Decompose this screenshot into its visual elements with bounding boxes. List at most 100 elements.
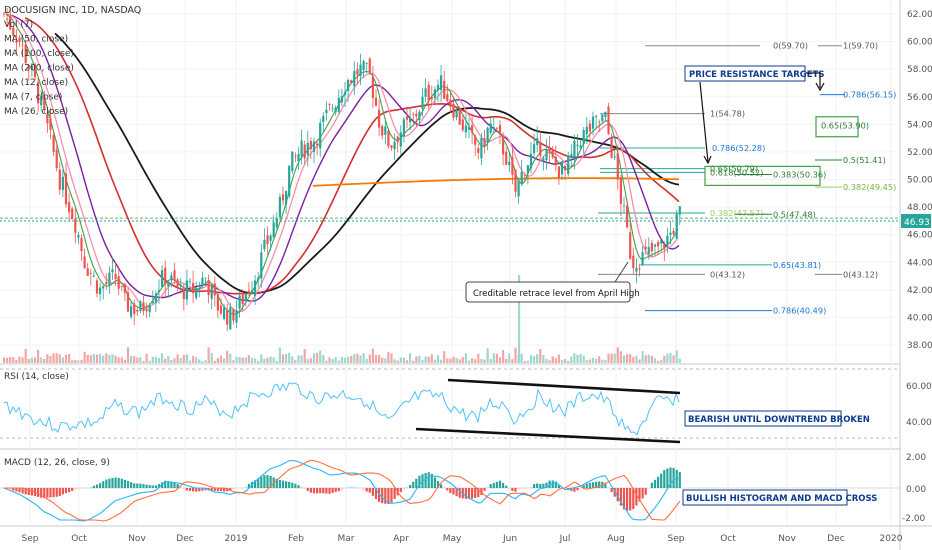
- candle-body: [647, 247, 650, 255]
- macd-histogram-bar: [148, 485, 151, 488]
- macd-histogram-bar: [46, 488, 49, 498]
- volume-bar: [536, 354, 539, 363]
- macd-histogram-bar: [52, 488, 55, 498]
- volume-bar: [133, 356, 136, 363]
- macd-histogram-bar: [126, 481, 130, 488]
- fib-label: 0.5(47.48): [773, 209, 816, 219]
- candle-body: [46, 113, 49, 124]
- candle-body: [250, 290, 254, 294]
- macd-histogram-bar: [136, 483, 139, 488]
- candle-body: [37, 82, 40, 104]
- candle-body: [55, 149, 58, 169]
- candle-body: [157, 290, 161, 293]
- volume-bar: [511, 359, 514, 363]
- candle-body: [80, 238, 83, 251]
- candle-body: [27, 64, 30, 70]
- volume-bar: [502, 350, 505, 363]
- candle-body: [204, 277, 207, 279]
- macd-note[interactable]: BULLISH HISTOGRAM AND MACD CROSS: [682, 489, 877, 506]
- macd-histogram-bar: [381, 488, 384, 504]
- macd-histogram-bar: [579, 488, 582, 489]
- candle-body: [244, 293, 247, 301]
- volume-bar: [195, 357, 198, 363]
- price-tick: 52.00: [907, 148, 932, 158]
- candle-body: [99, 287, 102, 295]
- volume-bar: [526, 360, 529, 363]
- volume-bar: [139, 357, 142, 363]
- volume-bar: [226, 350, 229, 363]
- volume-bar: [164, 358, 167, 363]
- macd-histogram-bar: [440, 484, 443, 488]
- price-axis[interactable]: 62.00 60.00 58.00 56.00 54.00 52.00 50.00 48.00…: [907, 10, 932, 351]
- macd-histogram-bar: [95, 484, 99, 488]
- retrace-callout[interactable]: Creditable retrace level from April High: [465, 281, 640, 303]
- volume-bar: [542, 354, 545, 363]
- macd-histogram-bar: [201, 488, 204, 491]
- macd-histogram-bar: [471, 488, 474, 499]
- volume-bar: [145, 353, 148, 363]
- rsi-pane: [0, 368, 900, 444]
- volume-bar: [585, 359, 588, 363]
- candle-body: [514, 169, 517, 192]
- macd-histogram-bar: [334, 488, 337, 492]
- volume-bar: [216, 358, 219, 363]
- volume-bar: [669, 353, 672, 363]
- macd-histogram-bar: [371, 488, 374, 496]
- candle-body: [86, 268, 89, 276]
- macd-histogram-bar: [384, 488, 387, 504]
- macd-histogram-bar: [672, 467, 675, 488]
- rsi-note[interactable]: BEARISH UNTIL DOWNTREND BROKEN: [684, 410, 870, 427]
- candle-body: [130, 306, 133, 317]
- macd-histogram-bar: [316, 488, 319, 494]
- fib-label: 0.383(50.36): [773, 170, 826, 180]
- volume-bar: [198, 359, 201, 363]
- volume-bar: [126, 347, 130, 363]
- price-targets-note[interactable]: PRICE RESISTANCE TARGETS: [684, 65, 825, 82]
- candle-body: [167, 282, 170, 287]
- volume-bar: [179, 357, 182, 363]
- volume-bar: [443, 351, 446, 363]
- candle-body: [418, 111, 421, 120]
- macd-histogram-bar: [170, 481, 173, 488]
- volume-bar: [347, 356, 350, 363]
- candle-body: [173, 270, 176, 281]
- macd-histogram-bar: [365, 488, 368, 492]
- volume-bar: [312, 353, 316, 363]
- macd-histogram-bar: [557, 484, 560, 488]
- candle-body: [182, 288, 185, 299]
- volume-bar: [390, 353, 393, 363]
- volume-bar: [105, 353, 108, 363]
- time-axis[interactable]: Sep Oct Nov Dec 2019 Feb Mar Apr May Jun Jul Aug Sep…: [22, 534, 903, 544]
- candle-body: [117, 276, 120, 289]
- macd-histogram-bar: [449, 488, 452, 493]
- candle-body: [474, 135, 477, 145]
- candle-body: [560, 161, 564, 175]
- macd-histogram-bar: [18, 488, 21, 493]
- macd-histogram-bar: [542, 483, 545, 488]
- volume-bar: [204, 360, 207, 363]
- indicator-label: MA (12, close): [4, 78, 68, 88]
- volume-bar: [421, 359, 424, 363]
- volume-bar: [359, 355, 362, 363]
- macd-histogram-bar: [359, 488, 362, 489]
- volume-bar: [554, 358, 557, 363]
- macd-histogram-bar: [374, 488, 378, 499]
- candle-body: [300, 140, 303, 157]
- macd-histogram-bar: [424, 472, 427, 488]
- candle-body: [192, 282, 195, 294]
- volume-bar: [601, 359, 604, 363]
- volume-bar: [49, 355, 52, 363]
- candle-body: [278, 196, 281, 218]
- volume-bar: [446, 358, 449, 363]
- candle-body: [123, 284, 126, 293]
- fib-label: 0(59.70): [773, 41, 808, 51]
- candle-body: [232, 309, 235, 321]
- price-tick: 38.00: [907, 341, 932, 351]
- candle-body: [607, 106, 610, 134]
- candle-body: [672, 231, 675, 235]
- candle-body: [458, 108, 461, 125]
- candle-body: [564, 165, 567, 171]
- volume-bar: [294, 360, 297, 363]
- candle-body: [678, 206, 681, 215]
